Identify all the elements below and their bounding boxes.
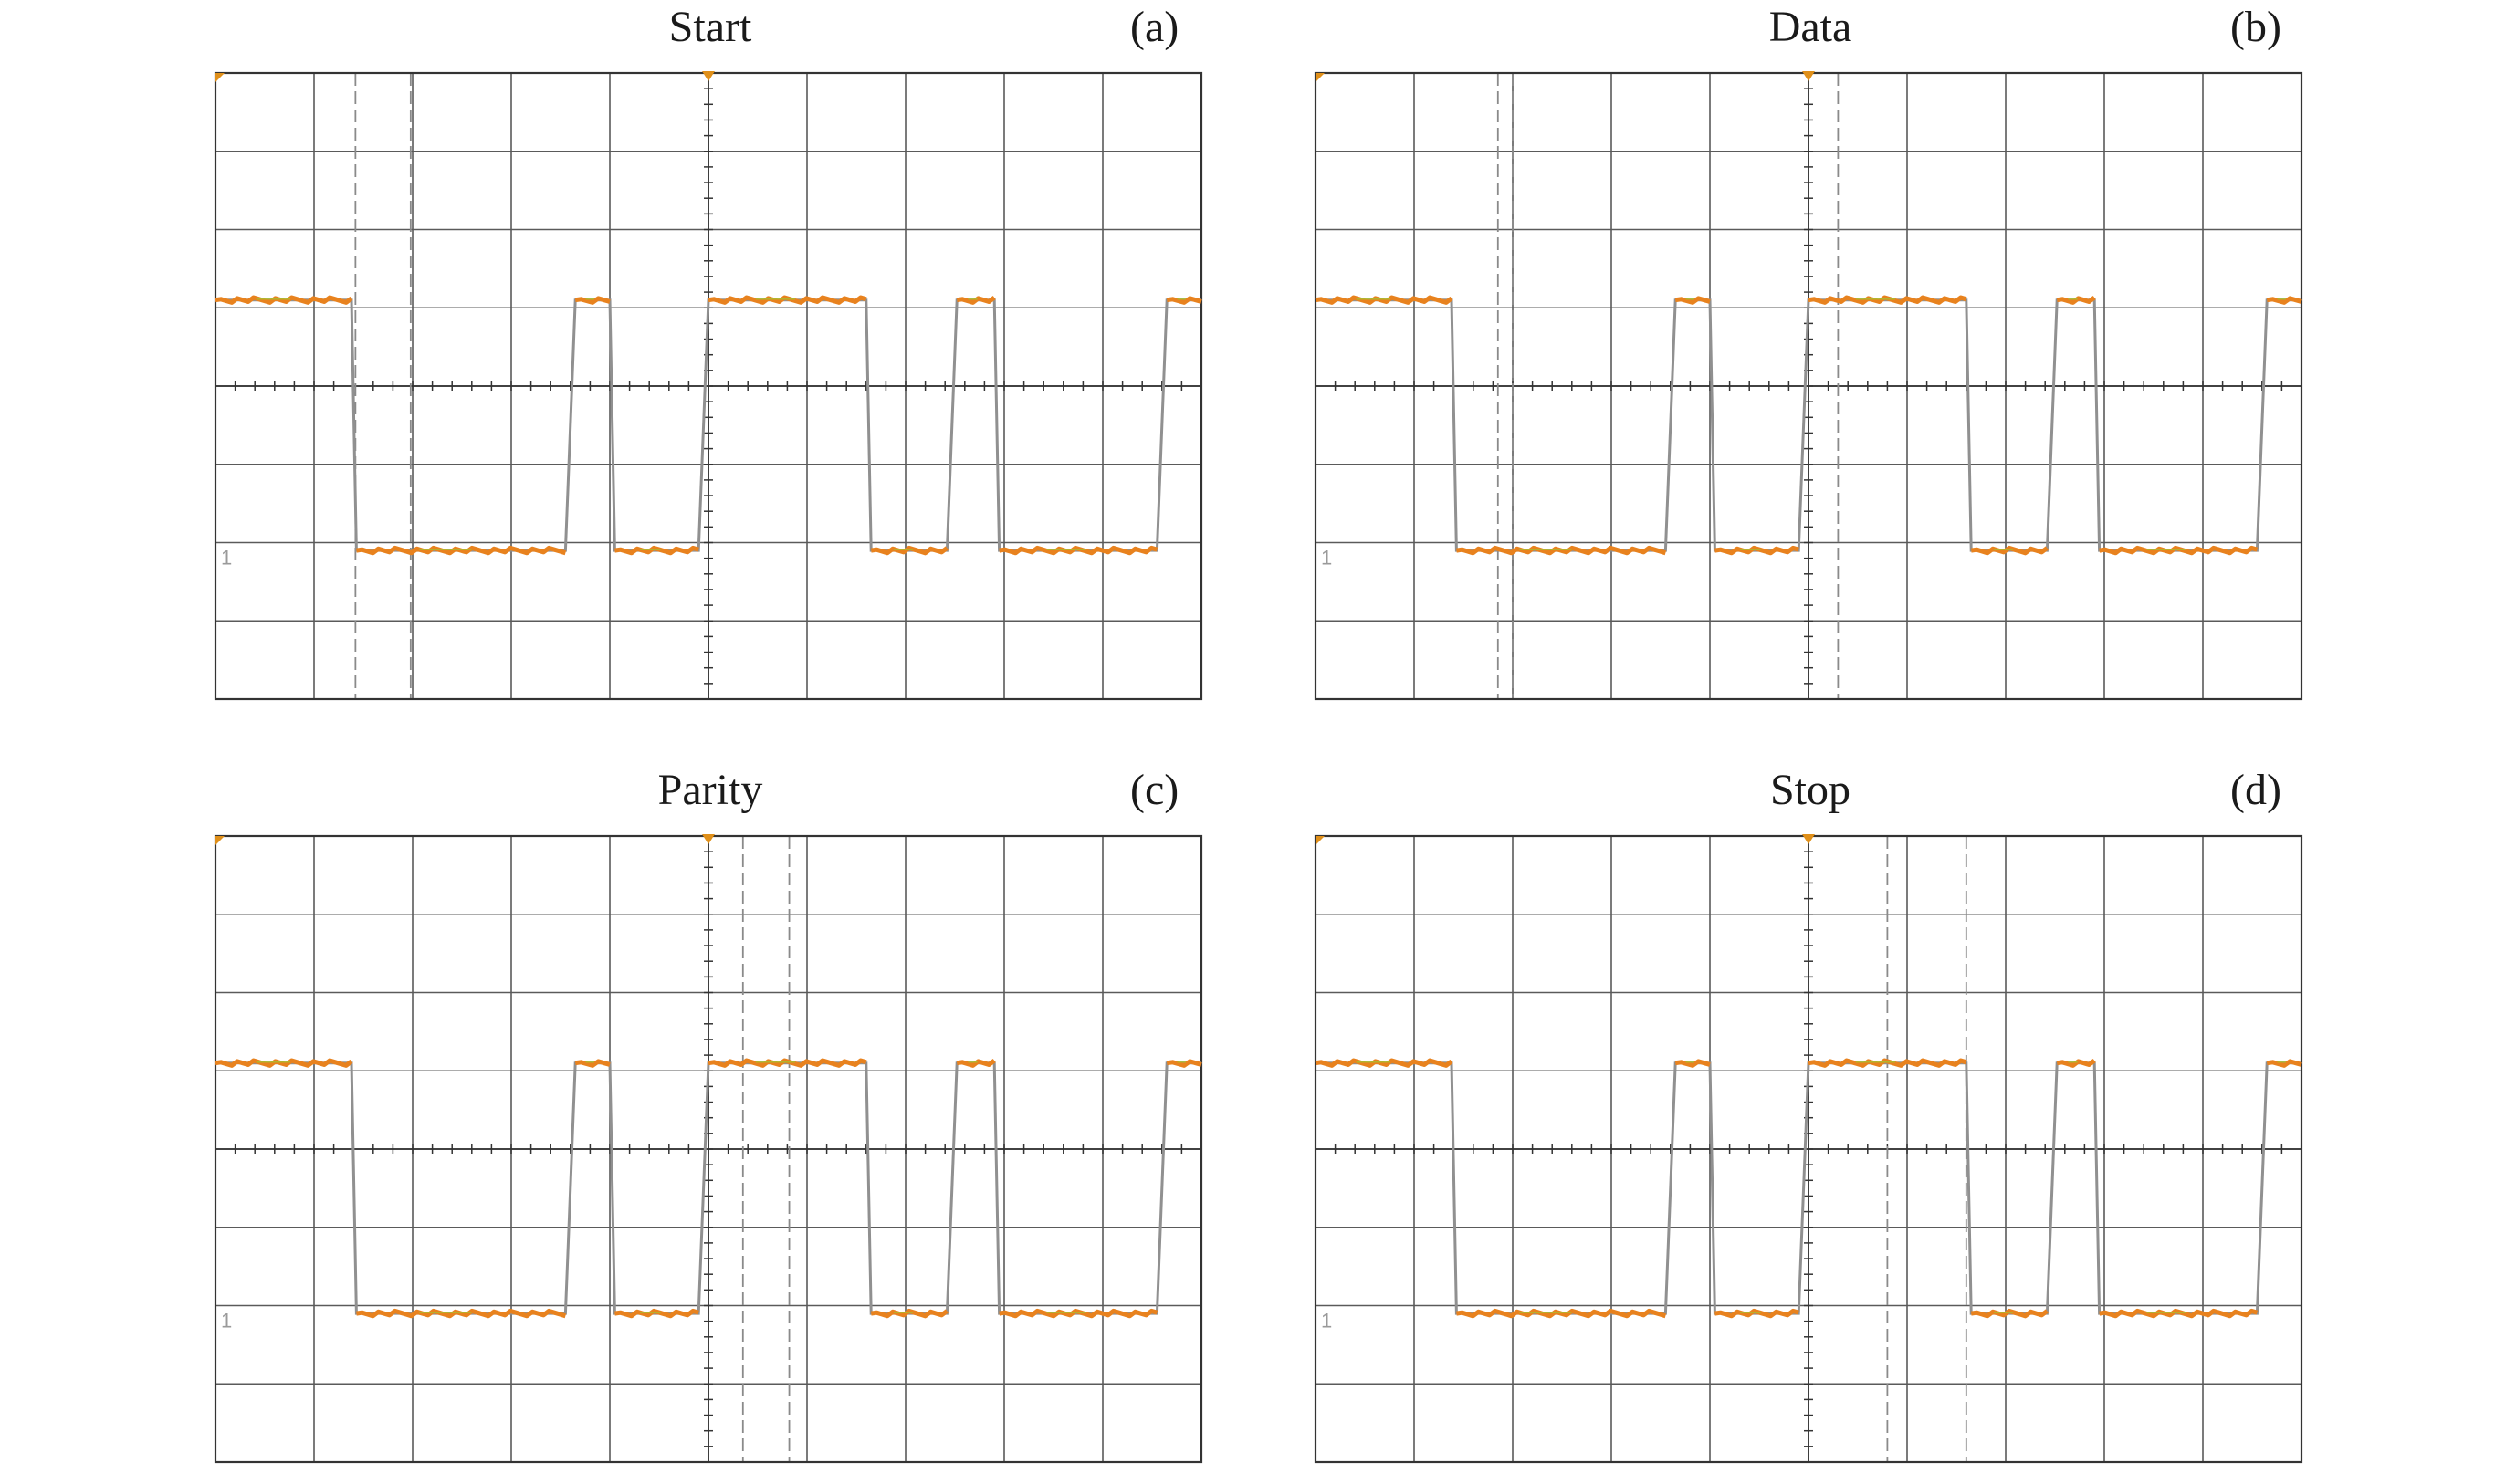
signal-level: [2056, 296, 2096, 305]
center-axes: [1315, 72, 2302, 700]
channel-marker: 1: [1321, 547, 1332, 570]
panel-title: Data: [1768, 3, 1852, 51]
scope-plot-d: 1: [1314, 834, 2303, 1464]
channel-marker: 1: [221, 547, 232, 570]
signal-level: [870, 545, 949, 556]
signal-level: [870, 1308, 949, 1319]
trigger-marker: [1802, 71, 1815, 81]
scope-panel-d: Stop (d) 1: [1272, 763, 2322, 1484]
signal-level: [1315, 295, 1453, 305]
panel-title: Parity: [657, 766, 763, 814]
panel-title: Start: [668, 3, 752, 51]
signal-level: [956, 1059, 996, 1068]
signal-level: [1166, 296, 1202, 305]
corner-marker: [215, 73, 225, 82]
signal-level: [1808, 295, 1967, 305]
channel-marker: 1: [221, 1310, 232, 1332]
signal-level: [1456, 1308, 1667, 1319]
scope-panel-a: Start (a) 1: [172, 0, 1221, 721]
signal-level: [1456, 545, 1667, 556]
signal-level: [1970, 1308, 2049, 1319]
signal-level: [574, 1059, 611, 1068]
panel-label: (c): [1130, 766, 1179, 814]
signal-level: [1166, 1059, 1202, 1068]
signal-level: [614, 545, 699, 556]
signal-level: [999, 1308, 1158, 1319]
signal-level: [2056, 1059, 2096, 1068]
corner-marker: [215, 836, 225, 845]
scope-plot-a: 1: [214, 71, 1203, 701]
signal-level: [2099, 545, 2259, 556]
trigger-marker: [702, 834, 715, 844]
signal-level: [356, 1308, 567, 1319]
signal-level: [1674, 296, 1711, 305]
trigger-marker: [702, 71, 715, 81]
corner-marker: [1316, 73, 1325, 82]
scope-panel-c: Parity (c) 1: [172, 763, 1221, 1484]
panel-title: Stop: [1769, 766, 1851, 814]
corner-marker: [1316, 836, 1325, 845]
panel-label: (b): [2230, 3, 2281, 51]
panel-label: (d): [2230, 766, 2281, 814]
signal-level: [708, 1058, 867, 1068]
signal-level: [2266, 296, 2302, 305]
signal-level: [574, 296, 611, 305]
signal-level: [999, 545, 1158, 556]
center-axes: [215, 72, 1202, 700]
signal-level: [614, 1308, 699, 1319]
signal-level: [956, 296, 996, 305]
trigger-marker: [1802, 834, 1815, 844]
signal-level: [2266, 1059, 2302, 1068]
signal-level: [1714, 545, 1799, 556]
signal-level: [2099, 1308, 2259, 1319]
scope-plot-b: 1: [1314, 71, 2303, 701]
scope-panel-b: Data (b) 1: [1272, 0, 2322, 721]
center-axes: [215, 835, 1202, 1463]
signal-level: [1315, 1058, 1453, 1068]
signal-level: [215, 1058, 353, 1068]
signal-level: [1714, 1308, 1799, 1319]
signal-level: [1674, 1059, 1711, 1068]
signal-level: [708, 295, 867, 305]
signal-level: [1970, 545, 2049, 556]
channel-marker: 1: [1321, 1310, 1332, 1332]
signal-level: [356, 545, 567, 556]
panel-label: (a): [1130, 3, 1179, 51]
signal-level: [215, 295, 353, 305]
scope-plot-c: 1: [214, 834, 1203, 1464]
center-axes: [1315, 835, 2302, 1463]
